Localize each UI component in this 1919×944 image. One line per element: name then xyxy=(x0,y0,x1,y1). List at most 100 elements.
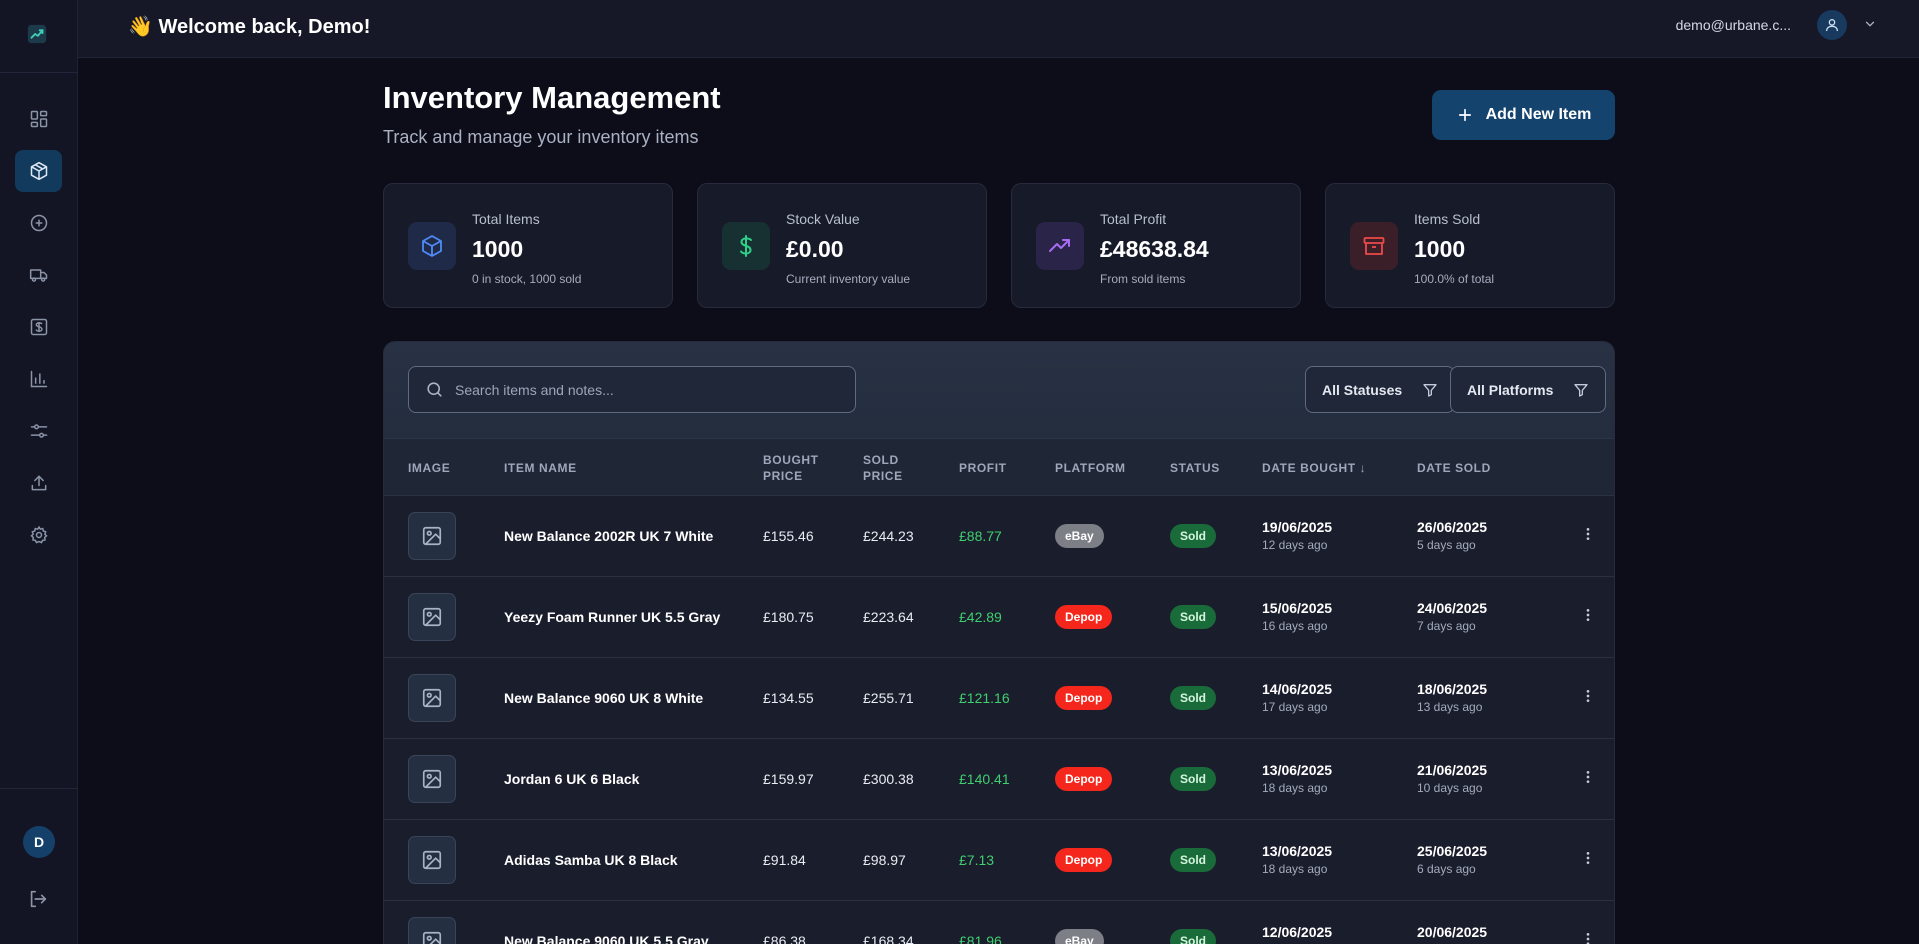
sold-price: £300.38 xyxy=(863,771,914,787)
item-image-thumbnail[interactable] xyxy=(408,755,456,803)
more-options-icon xyxy=(1586,609,1590,621)
item-image-thumbnail[interactable] xyxy=(408,836,456,884)
column-header-platform[interactable]: PLATFORM xyxy=(1055,461,1126,475)
row-actions-button[interactable] xyxy=(1580,607,1596,628)
box-icon xyxy=(30,161,47,181)
sidebar-item-dashboard[interactable] xyxy=(15,98,62,140)
add-new-item-button[interactable]: Add New Item xyxy=(1432,90,1615,140)
date-sold-relative: 13 days ago xyxy=(1417,700,1483,714)
sold-price: £98.97 xyxy=(863,852,906,868)
column-header-profit[interactable]: PROFIT xyxy=(959,461,1007,475)
date-sold: 20/06/2025 xyxy=(1417,924,1487,943)
item-name[interactable]: Jordan 6 UK 6 Black xyxy=(504,771,640,787)
item-name[interactable]: New Balance 9060 UK 8 White xyxy=(504,690,704,706)
platform-filter-dropdown[interactable]: All Platforms xyxy=(1450,366,1607,413)
row-actions-button[interactable] xyxy=(1580,688,1596,709)
sidebar-item-filters[interactable] xyxy=(15,410,62,452)
bought-price: £180.75 xyxy=(763,609,814,625)
date-sold-value: 18/06/2025 xyxy=(1417,681,1488,697)
date-sold-value: 21/06/2025 xyxy=(1417,762,1488,778)
image-placeholder-icon xyxy=(422,688,442,708)
profit-value: £121.16 xyxy=(959,690,1010,706)
sidebar-item-analytics[interactable] xyxy=(15,358,62,400)
stat-icon-wrap xyxy=(1036,222,1084,270)
row-actions-button[interactable] xyxy=(1580,931,1596,944)
avatar[interactable]: D xyxy=(23,826,55,858)
item-image-thumbnail[interactable] xyxy=(408,512,456,560)
item-name[interactable]: Adidas Samba UK 8 Black xyxy=(504,852,678,868)
sidebar-item-add-item[interactable] xyxy=(15,202,62,244)
sidebar-item-export[interactable] xyxy=(15,462,62,504)
stat-label: Total Profit xyxy=(1100,211,1167,227)
item-image-thumbnail[interactable] xyxy=(408,674,456,722)
date-bought: 13/06/2025 18 days ago xyxy=(1262,762,1332,795)
column-header-status[interactable]: STATUS xyxy=(1170,461,1220,475)
column-header-date-sold[interactable]: DATE SOLD xyxy=(1417,461,1491,475)
row-actions-button[interactable] xyxy=(1580,850,1596,871)
user-menu-avatar[interactable] xyxy=(1817,10,1847,40)
stat-sub: 0 in stock, 1000 sold xyxy=(472,272,582,286)
item-name[interactable]: New Balance 9060 UK 5.5 Gray xyxy=(504,933,709,944)
profit-value: £42.89 xyxy=(959,609,1002,625)
column-header-sold-price[interactable]: SOLD PRICE xyxy=(863,452,903,484)
status-filter-dropdown[interactable]: All Statuses xyxy=(1305,366,1456,413)
sidebar-item-sales[interactable] xyxy=(15,306,62,348)
user-email[interactable]: demo@urbane.c... xyxy=(1675,17,1791,33)
stat-value: £48638.84 xyxy=(1100,236,1209,262)
date-bought-value: 12/06/2025 xyxy=(1262,924,1333,940)
item-image-thumbnail[interactable] xyxy=(408,917,456,944)
search-box[interactable] xyxy=(408,366,856,413)
item-name[interactable]: New Balance 2002R UK 7 White xyxy=(504,528,714,544)
user-icon xyxy=(1826,19,1838,32)
item-name[interactable]: Yeezy Foam Runner UK 5.5 Gray xyxy=(504,609,721,625)
stat-card-items-sold: Items Sold 1000 100.0% of total xyxy=(1325,183,1615,308)
date-sold-value: 26/06/2025 xyxy=(1417,519,1488,535)
more-options-icon xyxy=(1586,933,1590,944)
more-options-icon xyxy=(1586,771,1590,783)
table-row[interactable]: Jordan 6 UK 6 Black £159.97 £300.38 £140.41… xyxy=(384,739,1614,820)
sliders-icon xyxy=(30,424,47,438)
welcome-message: 👋 Welcome back, Demo! xyxy=(128,16,371,38)
status-badge: Sold xyxy=(1170,686,1216,710)
date-bought-relative: 17 days ago xyxy=(1262,700,1328,714)
stat-label: Total Items xyxy=(472,211,540,227)
platform-badge: eBay xyxy=(1055,929,1104,944)
date-sold-relative: 5 days ago xyxy=(1417,538,1476,552)
chevron-down-icon[interactable] xyxy=(1863,17,1877,36)
date-sold: 25/06/2025 6 days ago xyxy=(1417,843,1487,876)
column-header-date-bought[interactable]: DATE BOUGHT ↓ xyxy=(1262,461,1367,475)
table-row[interactable]: New Balance 9060 UK 5.5 Gray £86.38 £168.3… xyxy=(384,901,1614,944)
status-badge: Sold xyxy=(1170,524,1216,548)
platform-filter-label: All Platforms xyxy=(1467,381,1554,398)
column-header-bought-price[interactable]: BOUGHT PRICE xyxy=(763,452,819,484)
row-actions-button[interactable] xyxy=(1580,526,1596,547)
date-bought: 19/06/2025 12 days ago xyxy=(1262,519,1332,552)
image-placeholder-icon xyxy=(422,769,442,789)
date-bought-value: 13/06/2025 xyxy=(1262,762,1333,778)
search-input[interactable] xyxy=(455,367,845,412)
table-row[interactable]: Yeezy Foam Runner UK 5.5 Gray £180.75 £223… xyxy=(384,577,1614,658)
filter-icon xyxy=(1423,383,1437,397)
sidebar-item-inventory[interactable] xyxy=(15,150,62,192)
row-actions-button[interactable] xyxy=(1580,769,1596,790)
table-row[interactable]: New Balance 9060 UK 8 White £134.55 £255.7… xyxy=(384,658,1614,739)
sidebar-item-shipping[interactable] xyxy=(15,254,62,296)
table-row[interactable]: Adidas Samba UK 8 Black £91.84 £98.97 £7.13… xyxy=(384,820,1614,901)
bought-price: £86.38 xyxy=(763,933,806,944)
table-row[interactable]: New Balance 2002R UK 7 White £155.46 £244.… xyxy=(384,496,1614,577)
platform-badge: Depop xyxy=(1055,686,1113,710)
dollar-icon xyxy=(30,318,47,336)
date-bought-value: 14/06/2025 xyxy=(1262,681,1333,697)
stat-icon-wrap xyxy=(408,222,456,270)
app-logo[interactable] xyxy=(24,22,50,46)
bought-price: £91.84 xyxy=(763,852,806,868)
sidebar-item-settings[interactable] xyxy=(15,514,62,556)
status-filter-label: All Statuses xyxy=(1322,381,1403,398)
date-sold-relative: 10 days ago xyxy=(1417,781,1483,795)
sold-price: £223.64 xyxy=(863,609,914,625)
column-header-image: IMAGE xyxy=(408,461,451,475)
logo-chart-icon xyxy=(27,24,47,44)
column-header-item-name[interactable]: ITEM NAME xyxy=(504,461,577,475)
item-image-thumbnail[interactable] xyxy=(408,593,456,641)
logout-button[interactable] xyxy=(27,888,49,915)
